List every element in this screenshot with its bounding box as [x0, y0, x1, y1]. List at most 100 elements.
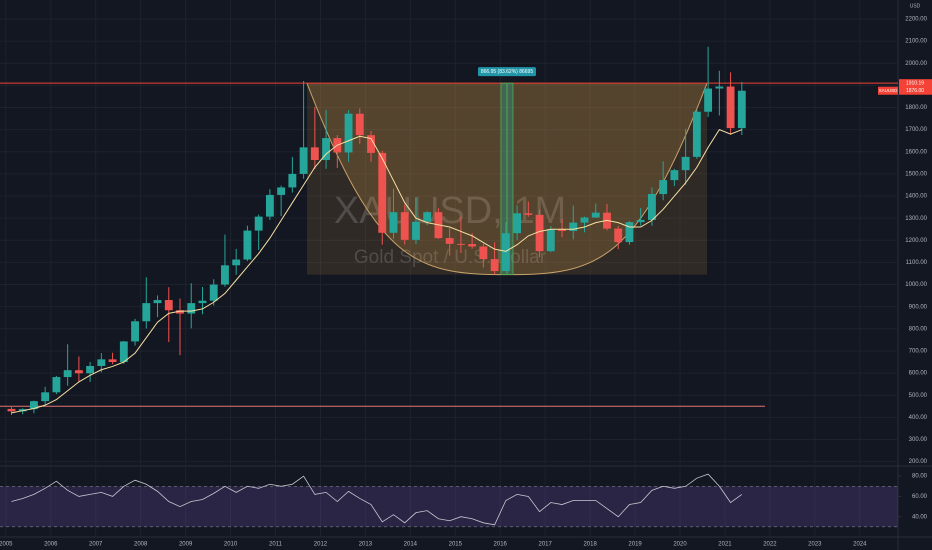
- x-tick-label: 2008: [134, 542, 148, 548]
- x-tick-label: 2017: [539, 542, 553, 548]
- rsi-tick-label: 40.00: [912, 514, 928, 520]
- candle-body: [344, 113, 353, 153]
- candle-body: [209, 284, 218, 301]
- candle-body: [400, 212, 409, 240]
- y-tick-label: 1800.00: [905, 105, 927, 111]
- candle-body: [164, 300, 173, 311]
- x-tick-label: 2016: [494, 542, 508, 548]
- candle-body: [670, 170, 679, 181]
- candle-body: [187, 303, 196, 314]
- y-tick-label: 1400.00: [905, 194, 927, 200]
- candle-body: [378, 152, 387, 233]
- x-tick-label: 2012: [314, 542, 328, 548]
- rsi-tick-label: 80.00: [912, 474, 928, 480]
- x-tick-label: 2015: [449, 542, 463, 548]
- candle-body: [569, 222, 578, 232]
- candle-body: [41, 392, 50, 402]
- x-tick-label: 2021: [718, 542, 732, 548]
- candle-body: [681, 156, 690, 171]
- x-tick-label: 2023: [808, 542, 822, 548]
- candle-body: [176, 310, 184, 314]
- candle-body: [30, 401, 38, 410]
- candle-body: [86, 365, 95, 374]
- measure-label: 866.95 (83.62%) 86695: [481, 69, 533, 75]
- y-tick-label: 1500.00: [905, 171, 927, 177]
- candle-body: [546, 229, 555, 252]
- candle-body: [243, 230, 252, 260]
- y-tick-label: 300.00: [909, 437, 928, 443]
- candle-body: [322, 138, 331, 160]
- candle-body: [591, 212, 600, 218]
- candle-body: [288, 173, 297, 188]
- candle-body: [97, 359, 106, 366]
- candle-body: [726, 86, 735, 129]
- candle-body: [108, 359, 117, 363]
- candle-body: [692, 111, 701, 157]
- y-tick-label: 2200.00: [905, 17, 927, 23]
- x-tick-label: 2005: [0, 542, 13, 548]
- y-tick-label: 1700.00: [905, 127, 927, 133]
- last-symbol-tag: [878, 86, 898, 95]
- x-tick-label: 2010: [224, 542, 238, 548]
- candle-body: [558, 229, 566, 232]
- currency-label: USD: [910, 3, 921, 9]
- candle-body: [456, 243, 465, 245]
- y-tick-label: 500.00: [909, 393, 928, 399]
- candle-body: [232, 259, 241, 266]
- last-price-tag: [899, 86, 932, 95]
- x-tick-label: 2014: [404, 542, 418, 548]
- candle-body: [468, 244, 477, 247]
- candle-body: [277, 187, 286, 195]
- candle-body: [513, 213, 522, 234]
- x-tick-label: 2018: [583, 542, 597, 548]
- candle-body: [412, 221, 420, 240]
- y-tick-label: 1000.00: [905, 282, 927, 288]
- y-tick-label: 800.00: [909, 326, 928, 332]
- candle-body: [265, 194, 274, 217]
- candle-body: [490, 259, 499, 272]
- measure-label-box: [477, 67, 536, 77]
- y-tick-label: 700.00: [909, 349, 928, 355]
- candle-body: [524, 213, 533, 215]
- y-tick-label: 200.00: [909, 459, 928, 465]
- rsi-tick-label: 60.00: [912, 494, 928, 500]
- candle-body: [636, 219, 645, 223]
- y-tick-label: 1200.00: [905, 238, 927, 244]
- x-tick-label: 2022: [763, 542, 777, 548]
- plot: 2200.002100.002000.001900.001800.001700.…: [0, 17, 932, 548]
- y-tick-label: 600.00: [909, 371, 928, 377]
- x-tick-label: 2007: [89, 542, 103, 548]
- candle-body: [131, 321, 139, 342]
- candle-body: [389, 212, 398, 233]
- candle-body: [647, 194, 656, 220]
- x-tick-label: 2011: [269, 542, 283, 548]
- y-tick-label: 2000.00: [905, 61, 927, 67]
- resistance-tag-label: 1910.19: [906, 80, 924, 86]
- candle-body: [501, 233, 510, 272]
- candle-body: [221, 265, 229, 285]
- candle-body: [7, 408, 16, 412]
- y-tick-label: 900.00: [909, 304, 928, 310]
- watermark-symbol: XAUUSD, 1M: [334, 190, 566, 232]
- last-price-label: 1876.00: [906, 88, 924, 94]
- candle-body: [614, 228, 623, 243]
- y-tick-label: 1300.00: [905, 216, 927, 222]
- candle-body: [74, 370, 83, 374]
- y-tick-label: 2100.00: [905, 39, 927, 45]
- x-tick-label: 2024: [853, 542, 867, 548]
- candle-body: [299, 147, 308, 174]
- candle-body: [625, 222, 634, 243]
- y-tick-label: 1100.00: [906, 260, 928, 266]
- rsi-band: [0, 486, 898, 527]
- rsi-line: [11, 473, 743, 526]
- candle-body: [142, 303, 151, 322]
- x-tick-label: 2006: [44, 542, 58, 548]
- candle-body: [198, 300, 207, 304]
- candle-body: [580, 217, 589, 223]
- x-tick-label: 2020: [673, 542, 687, 548]
- candle-body: [254, 216, 263, 231]
- resistance-tag: [899, 79, 932, 88]
